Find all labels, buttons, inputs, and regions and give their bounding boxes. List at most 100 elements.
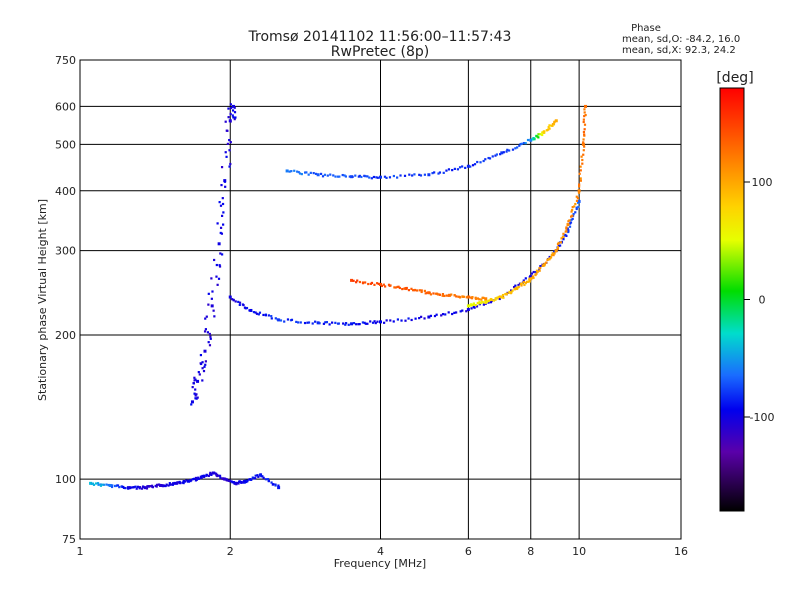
- trace-point: [571, 217, 574, 220]
- trace-point: [232, 299, 235, 302]
- trace-point: [256, 474, 259, 477]
- trace-point: [331, 321, 334, 324]
- trace-point: [218, 264, 221, 267]
- trace-point: [290, 318, 294, 321]
- trace-point: [210, 297, 213, 300]
- trace-point: [508, 290, 511, 294]
- trace-point: [207, 341, 210, 344]
- trace-point: [429, 293, 433, 296]
- trace-point: [548, 124, 551, 127]
- y-axis-ticks: 75 100 200 300 400 500 600 750: [55, 54, 76, 546]
- trace-point: [205, 315, 208, 318]
- trace-point: [198, 373, 201, 376]
- trace-point: [237, 300, 240, 304]
- trace-point: [224, 151, 227, 154]
- trace-point: [229, 112, 232, 116]
- trace-point: [161, 485, 165, 488]
- trace-point: [419, 174, 423, 177]
- data-point: [566, 229, 570, 233]
- trace-point: [473, 306, 476, 309]
- trace-point: [323, 173, 327, 176]
- trace-point: [234, 300, 237, 303]
- trace-point: [314, 172, 318, 175]
- trace-point: [508, 149, 511, 152]
- trace-point: [568, 219, 571, 222]
- data-point: [466, 164, 470, 168]
- trace-point: [566, 227, 569, 230]
- trace-point: [470, 297, 474, 300]
- trace-point: [539, 133, 542, 136]
- data-point: [466, 304, 470, 308]
- trace-point: [532, 276, 535, 279]
- trace-point: [505, 150, 508, 153]
- trace-point: [99, 484, 103, 487]
- trace-point: [213, 472, 216, 475]
- trace-point: [514, 284, 517, 287]
- trace-point: [478, 298, 481, 301]
- trace-point: [257, 313, 260, 316]
- trace-point: [191, 478, 194, 481]
- data-point: [577, 189, 581, 193]
- trace-point: [190, 403, 193, 406]
- trace-point: [204, 363, 207, 366]
- trace-point: [201, 379, 204, 382]
- phase-stats-x: mean, sd,X: 92.3, 24.2: [622, 45, 736, 56]
- trace-point: [218, 265, 222, 268]
- phase-stats-o: mean, sd,O: -84.2, 16.0: [622, 34, 740, 45]
- trace-point: [338, 175, 341, 178]
- trace-point: [354, 174, 357, 177]
- trace-point: [477, 302, 480, 305]
- trace-point: [375, 176, 378, 179]
- trace-point: [472, 302, 475, 305]
- chart-subtitle: RwPretec (8p): [331, 44, 429, 60]
- x-tick-label: 10: [572, 545, 586, 558]
- trace-point: [138, 486, 142, 489]
- trace-point: [110, 485, 114, 489]
- trace-point: [440, 314, 443, 317]
- trace-point: [227, 107, 230, 110]
- trace-point: [517, 283, 520, 287]
- trace-point: [506, 148, 509, 151]
- trace-point: [584, 113, 587, 117]
- y-tick-label: 400: [55, 185, 76, 198]
- trace-point: [490, 299, 493, 303]
- trace-point: [471, 164, 475, 167]
- trace-point: [578, 183, 581, 186]
- trace-point: [568, 225, 572, 228]
- x-axis-ticks: 1 2 4 6 8 10 16: [77, 545, 689, 558]
- data-point: [316, 173, 320, 177]
- y-tick-label: 500: [55, 138, 76, 151]
- trace-point: [443, 294, 446, 298]
- trace-point: [95, 482, 98, 485]
- trace-point: [208, 332, 211, 336]
- trace-point: [376, 176, 379, 179]
- trace-point: [583, 133, 586, 136]
- trace-point: [118, 486, 121, 489]
- trace-point: [397, 285, 400, 288]
- trace-point: [220, 232, 224, 235]
- trace-point: [176, 482, 179, 485]
- trace-point: [206, 331, 210, 334]
- trace-point: [207, 292, 210, 295]
- trace-point: [114, 484, 117, 488]
- data-point: [199, 475, 203, 479]
- trace-point: [96, 482, 100, 485]
- trace-point: [201, 361, 204, 364]
- data-point: [466, 308, 470, 312]
- trace-point: [539, 266, 542, 270]
- trace-point: [384, 285, 387, 288]
- trace-point: [396, 318, 400, 321]
- trace-point: [277, 484, 280, 487]
- trace-point: [364, 175, 367, 178]
- data-point: [484, 297, 488, 301]
- trace-point: [424, 292, 427, 295]
- trace-point: [309, 171, 312, 174]
- trace-point: [232, 116, 235, 119]
- trace-point: [583, 115, 586, 118]
- trace-point: [489, 301, 493, 304]
- trace-point: [487, 301, 490, 304]
- trace-point: [575, 207, 578, 211]
- trace-point: [531, 276, 534, 280]
- data-point: [187, 479, 191, 483]
